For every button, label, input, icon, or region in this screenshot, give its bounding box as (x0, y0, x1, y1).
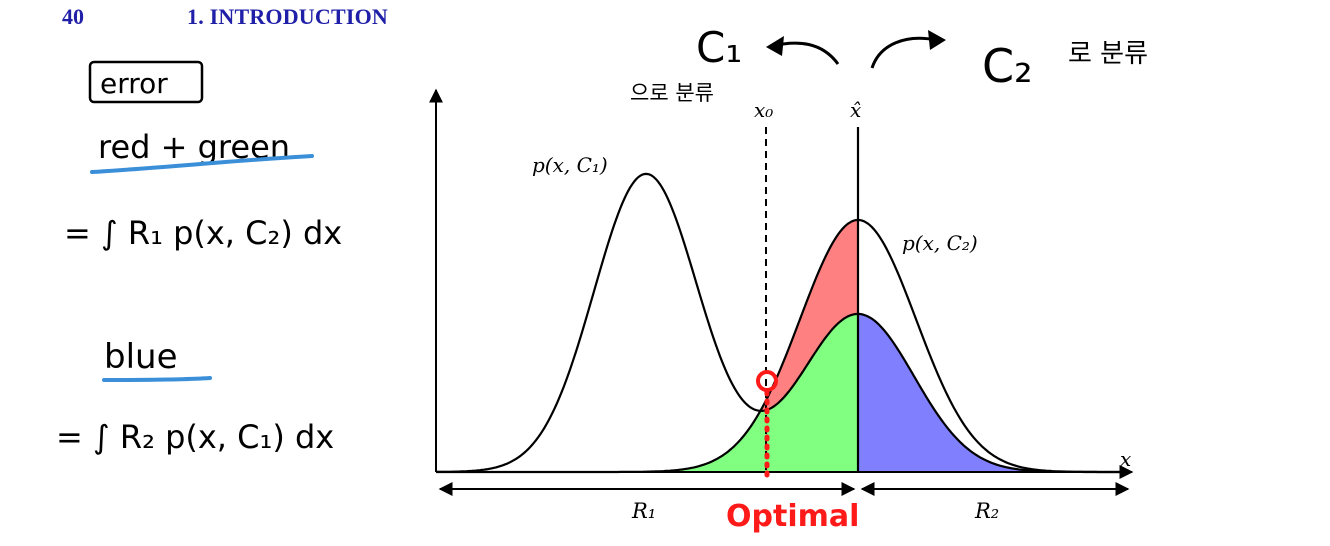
red-green-underline (90, 154, 314, 174)
curve-label-c1: p(x, C₁) (532, 153, 608, 177)
curve-p-x-c1 (436, 172, 1126, 474)
blue-underline (102, 376, 212, 382)
c1-annotation: C₁ (696, 23, 742, 72)
blue-annotation: blue (104, 337, 178, 377)
red-error-region (762, 220, 858, 411)
region-1-label: R₁ (631, 499, 656, 523)
blue-error-region (858, 313, 1126, 472)
x-axis-label: x (1120, 447, 1131, 471)
green-error-region (436, 313, 858, 472)
region-2-label: R₂ (974, 499, 999, 523)
c2-annotation: C₂ (982, 39, 1033, 93)
integral-2-annotation: = ∫ R₂ p(x, C₁) dx (56, 418, 334, 456)
xhat-label: x̂ (850, 98, 861, 122)
right-curved-arrow (870, 36, 937, 69)
right-arrowhead (928, 30, 946, 50)
optimal-annotation: Optimal (726, 499, 859, 534)
error-box (88, 60, 204, 104)
curve-label-c2: p(x, C₂) (902, 231, 978, 255)
page-number: 40 (62, 4, 84, 29)
c1-korean-annotation: 으로 분류 (630, 81, 714, 105)
c2-korean-annotation: 로 분류 (1068, 39, 1148, 69)
page-header: 40 1. INTRODUCTION (62, 4, 388, 36)
x0-label: x₀ (754, 98, 773, 122)
integral-1-annotation: = ∫ R₁ p(x, C₂) dx (64, 214, 342, 252)
left-arrowhead (766, 36, 784, 56)
chapter-title: 1. INTRODUCTION (187, 4, 389, 29)
error-annotation: error (100, 67, 168, 100)
